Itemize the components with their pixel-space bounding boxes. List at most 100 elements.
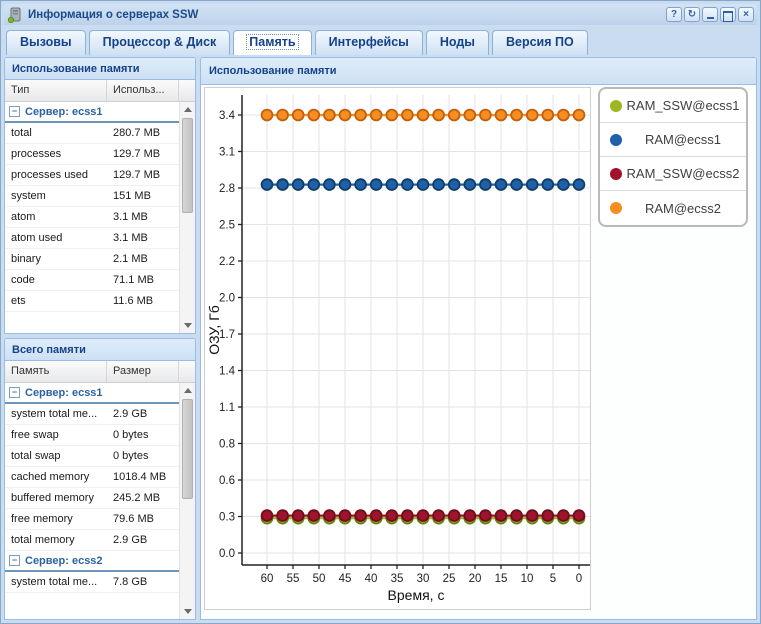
cell-value: 0 bytes xyxy=(107,450,179,462)
grid-body: Сервер: ecss1total280.7 MBprocesses129.7… xyxy=(5,102,195,333)
chart-panel-header: Использование памяти xyxy=(201,58,756,85)
grid-header: ТипИспольз... xyxy=(5,80,195,102)
column-header[interactable]: Память xyxy=(5,361,107,382)
legend-item[interactable]: RAM@ecss2 xyxy=(600,191,746,225)
close-button[interactable]: × xyxy=(738,7,754,22)
cell-name: free memory xyxy=(5,513,107,525)
group-label: Сервер: ecss2 xyxy=(25,555,103,567)
tab-4[interactable]: Интерфейсы xyxy=(315,30,423,55)
series-color-dot xyxy=(610,168,622,180)
svg-text:30: 30 xyxy=(417,573,430,585)
series-color-dot xyxy=(610,202,622,214)
table-row[interactable]: ets11.6 MB xyxy=(5,291,179,312)
svg-text:5: 5 xyxy=(550,573,556,585)
content: Использование памятиТипИспольз...Сервер:… xyxy=(4,57,757,620)
cell-value: 3.1 MB xyxy=(107,211,179,223)
scrollbar[interactable] xyxy=(179,102,195,333)
scrollbar[interactable] xyxy=(179,383,195,619)
svg-text:10: 10 xyxy=(521,573,534,585)
collapse-icon[interactable] xyxy=(9,106,20,117)
group-row[interactable]: Сервер: ecss1 xyxy=(5,102,179,123)
scroll-down-arrow-icon[interactable] xyxy=(184,323,192,328)
tab-2[interactable]: Процессор & Диск xyxy=(89,30,231,55)
column-header[interactable]: Тип xyxy=(5,80,107,101)
cell-name: system total me... xyxy=(5,576,107,588)
titlebar[interactable]: Информация о серверах SSW ?↻× xyxy=(4,4,757,25)
tab-bar: Вызовы Процессор & Диск Память Интерфейсы Но… xyxy=(4,27,757,55)
table-row[interactable]: total memory2.9 GB xyxy=(5,530,179,551)
scroll-up-arrow-icon[interactable] xyxy=(184,107,192,112)
cell-name: system total me... xyxy=(5,408,107,420)
scrollbar-thumb[interactable] xyxy=(182,399,193,499)
panel-memory-usage-chart: Использование памяти 0.00.30.60.81.11.41… xyxy=(200,57,757,620)
svg-text:3.4: 3.4 xyxy=(219,110,236,122)
svg-text:2.0: 2.0 xyxy=(219,293,235,305)
minimize-button[interactable] xyxy=(702,7,718,22)
collapse-icon[interactable] xyxy=(9,387,20,398)
scroll-down-arrow-icon[interactable] xyxy=(184,609,192,614)
svg-text:3.1: 3.1 xyxy=(219,147,235,159)
tab-label: Версия ПО xyxy=(506,35,574,49)
series-color-dot xyxy=(610,100,622,112)
table-row[interactable]: system total me...2.9 GB xyxy=(5,404,179,425)
tab-1[interactable]: Вызовы xyxy=(6,30,86,55)
cell-value: 11.6 MB xyxy=(107,295,179,307)
refresh-button[interactable]: ↻ xyxy=(684,7,700,22)
cell-value: 0 bytes xyxy=(107,429,179,441)
cell-name: system xyxy=(5,190,107,202)
legend-item[interactable]: RAM_SSW@ecss1 xyxy=(600,89,746,123)
tab-5[interactable]: Ноды xyxy=(426,30,489,55)
column-header[interactable]: Использ... xyxy=(107,80,179,101)
legend-label: RAM@ecss1 xyxy=(645,132,721,147)
legend-item[interactable]: RAM_SSW@ecss2 xyxy=(600,157,746,191)
table-row[interactable]: system151 MB xyxy=(5,186,179,207)
table-row[interactable]: atom used3.1 MB xyxy=(5,228,179,249)
tab-label: Процессор & Диск xyxy=(103,35,217,49)
maximize-button[interactable] xyxy=(720,7,736,22)
scrollbar-thumb[interactable] xyxy=(182,118,193,213)
svg-text:0.3: 0.3 xyxy=(219,512,235,524)
table-row[interactable]: free memory79.6 MB xyxy=(5,509,179,530)
svg-text:1.1: 1.1 xyxy=(219,402,235,414)
tab-6[interactable]: Версия ПО xyxy=(492,30,588,55)
column-header[interactable]: Размер xyxy=(107,361,179,382)
collapse-icon[interactable] xyxy=(9,555,20,566)
group-row[interactable]: Сервер: ecss1 xyxy=(5,383,179,404)
cell-name: code xyxy=(5,274,107,286)
table-row[interactable]: free swap0 bytes xyxy=(5,425,179,446)
cell-name: cached memory xyxy=(5,471,107,483)
group-label: Сервер: ecss1 xyxy=(25,387,103,399)
cell-value: 79.6 MB xyxy=(107,513,179,525)
legend-item[interactable]: RAM@ecss1 xyxy=(600,123,746,157)
cell-value: 7.8 GB xyxy=(107,576,179,588)
help-button[interactable]: ? xyxy=(666,7,682,22)
svg-text:0.6: 0.6 xyxy=(219,475,235,487)
table-row[interactable]: atom3.1 MB xyxy=(5,207,179,228)
cell-name: total swap xyxy=(5,450,107,462)
window: Информация о серверах SSW ?↻× ВызовыПроц… xyxy=(0,0,761,624)
column-header-spacer xyxy=(179,361,195,382)
table-row[interactable]: total280.7 MB xyxy=(5,123,179,144)
cell-name: total memory xyxy=(5,534,107,546)
tab-label: Интерфейсы xyxy=(329,35,409,49)
table-row[interactable]: processes129.7 MB xyxy=(5,144,179,165)
group-row[interactable]: Сервер: ecss2 xyxy=(5,551,179,572)
cell-name: binary xyxy=(5,253,107,265)
table-row[interactable]: system total me...7.8 GB xyxy=(5,572,179,593)
table-row[interactable]: cached memory1018.4 MB xyxy=(5,467,179,488)
cell-name: atom xyxy=(5,211,107,223)
cell-value: 2.1 MB xyxy=(107,253,179,265)
scroll-up-arrow-icon[interactable] xyxy=(184,388,192,393)
table-row[interactable]: processes used129.7 MB xyxy=(5,165,179,186)
svg-text:50: 50 xyxy=(313,573,326,585)
svg-text:45: 45 xyxy=(339,573,352,585)
cell-value: 1018.4 MB xyxy=(107,471,179,483)
table-row[interactable]: total swap0 bytes xyxy=(5,446,179,467)
table-row[interactable]: buffered memory245.2 MB xyxy=(5,488,179,509)
cell-value: 2.9 GB xyxy=(107,534,179,546)
cell-name: processes used xyxy=(5,169,107,181)
cell-value: 129.7 MB xyxy=(107,169,179,181)
tab-3[interactable]: Память xyxy=(233,30,311,55)
table-row[interactable]: code71.1 MB xyxy=(5,270,179,291)
table-row[interactable]: binary2.1 MB xyxy=(5,249,179,270)
